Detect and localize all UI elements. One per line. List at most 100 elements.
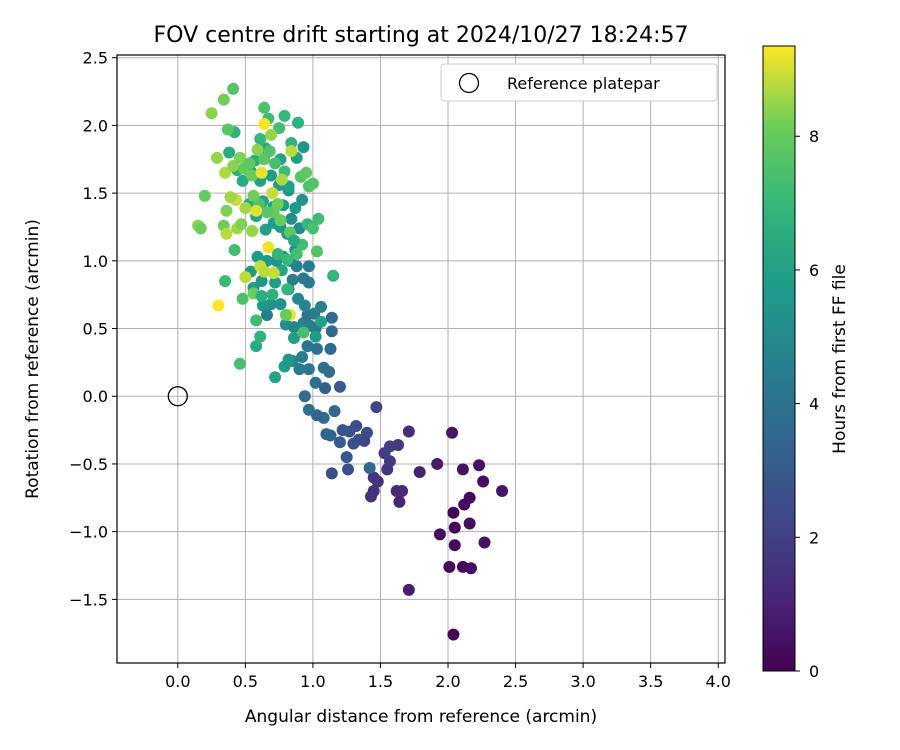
data-point (220, 227, 233, 240)
data-point (287, 332, 300, 345)
data-point (447, 628, 460, 641)
data-point (363, 462, 376, 475)
data-point (306, 222, 319, 235)
legend: Reference platepar (440, 63, 718, 102)
data-point (236, 174, 249, 187)
data-point (325, 467, 338, 480)
data-point (306, 177, 319, 190)
data-point (464, 562, 477, 575)
colorbar: 0 2 4 6 8 Hours from first FF file (762, 45, 850, 681)
data-point (431, 457, 444, 470)
y-tick-label: 0.0 (83, 387, 108, 406)
data-point (309, 330, 322, 343)
y-tick-label: 2.5 (83, 49, 108, 68)
data-point (274, 214, 287, 227)
data-point (296, 193, 309, 206)
colorbar-gradient (762, 45, 796, 672)
data-point (273, 122, 286, 135)
data-point (302, 403, 315, 416)
data-point (212, 299, 225, 312)
x-tick-label: 3.5 (638, 672, 663, 691)
legend-reference-marker (458, 72, 480, 94)
data-point (285, 212, 298, 225)
colorbar-tick-label: 0 (809, 662, 819, 681)
data-point (327, 269, 340, 282)
data-point (254, 330, 267, 343)
data-point (274, 298, 287, 311)
data-point (336, 424, 349, 437)
data-point (302, 260, 315, 273)
data-point (396, 485, 409, 498)
data-point (312, 212, 325, 225)
y-tick-label: −0.5 (69, 455, 108, 474)
y-tick-label: −1.0 (69, 523, 108, 542)
data-point (290, 248, 303, 261)
chart-title: FOV centre drift starting at 2024/10/27 … (154, 23, 689, 48)
data-point (219, 275, 232, 288)
x-tick-label: 0.0 (165, 672, 190, 691)
colorbar-tick-label: 8 (809, 127, 819, 146)
data-point (224, 191, 237, 204)
data-point (402, 583, 415, 596)
data-point (265, 169, 278, 182)
data-point (254, 132, 267, 145)
data-point (478, 536, 491, 549)
data-point (266, 187, 279, 200)
data-point (275, 173, 288, 186)
x-tick-label: 4.0 (706, 672, 731, 691)
data-point (302, 276, 315, 289)
data-point (279, 318, 292, 331)
data-point (297, 326, 310, 339)
y-tick-label: −1.5 (69, 590, 108, 609)
data-point (296, 350, 309, 363)
x-tick-label: 2.5 (503, 672, 528, 691)
data-point (413, 466, 426, 479)
data-point (319, 382, 332, 395)
data-point (263, 145, 276, 158)
data-point (325, 325, 338, 338)
data-point (302, 363, 315, 376)
data-point (228, 243, 241, 256)
colorbar-label: Hours from first FF file (830, 264, 850, 454)
data-point (258, 118, 271, 131)
data-point (260, 308, 273, 321)
data-point (250, 340, 263, 353)
data-point (446, 426, 459, 439)
data-point (340, 451, 353, 464)
data-point (256, 299, 269, 312)
y-axis-label: Rotation from reference (arcmin) (23, 219, 43, 499)
data-point (309, 376, 322, 389)
data-point (342, 463, 355, 476)
x-tick-label: 1.5 (368, 672, 393, 691)
data-point (289, 202, 302, 215)
data-point (258, 265, 271, 278)
reference-platepar-marker (167, 386, 188, 407)
y-tick-label: 1.5 (83, 184, 108, 203)
data-point (247, 189, 260, 202)
x-axis-label: Angular distance from reference (arcmin) (245, 707, 597, 727)
data-point (287, 234, 300, 247)
data-point (473, 459, 486, 472)
x-tick-label: 1.0 (300, 672, 325, 691)
data-point (301, 340, 314, 353)
grid (117, 55, 725, 663)
data-point (217, 93, 230, 106)
data-point (227, 82, 240, 95)
data-point (448, 539, 461, 552)
colorbar-tick-label: 6 (809, 261, 819, 280)
data-point (269, 371, 282, 384)
data-point (220, 204, 233, 217)
data-point (293, 363, 306, 376)
data-point (259, 223, 272, 236)
data-point (324, 429, 337, 442)
data-point (297, 141, 310, 154)
x-tick-label: 2.0 (435, 672, 460, 691)
scatter-points (192, 82, 509, 641)
data-point (235, 218, 248, 231)
legend-label-reference-platepar: Reference platepar (507, 74, 660, 93)
x-axis-ticks: 0.0 0.5 1.0 1.5 2.0 2.5 3.0 3.5 4.0 (165, 663, 731, 691)
data-point (266, 288, 279, 301)
data-point (233, 357, 246, 370)
x-tick-label: 0.5 (233, 672, 258, 691)
